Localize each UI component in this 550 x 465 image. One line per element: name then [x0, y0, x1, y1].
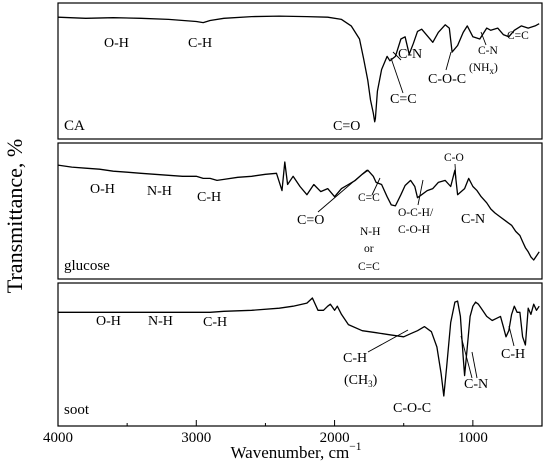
soot-label-oh: O-H	[96, 314, 121, 329]
x-axis-ticks: 4000 3000 2000 1000	[43, 420, 488, 446]
glucose-label-cn: C-N	[461, 212, 485, 227]
glucose-label-oh: O-H	[90, 182, 115, 197]
ca-label-ch: C-H	[188, 36, 212, 51]
spectrum-ca-line	[57, 15, 540, 123]
ca-pointer-cn-2	[480, 31, 487, 46]
panel-name-ca: CA	[64, 118, 85, 134]
x-axis-title: Wavenumber, cm−1	[230, 441, 361, 462]
ca-label-cc-2: C=C	[507, 30, 529, 42]
soot-label-cn: C-N	[464, 377, 488, 392]
soot-label-ch-3: C-H	[501, 347, 525, 362]
y-axis-title: Transmittance, %	[2, 139, 27, 293]
spectrum-soot-line	[58, 297, 540, 397]
x-tick-label-4000: 4000	[43, 430, 73, 446]
ca-label-cn: C-N	[398, 47, 422, 62]
glucose-label-och: O-C-H/	[398, 207, 434, 219]
glucose-label-nh: N-H	[147, 184, 172, 199]
glucose-label-co: C=O	[297, 213, 324, 228]
ca-pointer-cc	[390, 57, 404, 94]
ca-label-coc: C-O-C	[428, 72, 466, 87]
soot-pointer-cn-a	[460, 335, 473, 379]
glucose-label-cc-2: C=C	[358, 261, 380, 273]
ca-label-cc: C=C	[390, 92, 417, 107]
glucose-label-or: or	[364, 243, 374, 255]
panel-glucose-frame	[57, 142, 543, 280]
panel-name-glucose: glucose	[64, 258, 110, 274]
x-tick-label-2000: 2000	[320, 430, 350, 446]
soot-label-ch-2: C-H	[343, 351, 367, 366]
glucose-pointer-och	[417, 179, 424, 206]
glucose-pointer-co	[317, 169, 368, 213]
glucose-label-ch: C-H	[197, 190, 221, 205]
ca-label-oh: O-H	[104, 36, 129, 51]
x-tick-label-3000: 3000	[181, 430, 211, 446]
panel-name-soot: soot	[64, 402, 90, 418]
ca-pointer-cn	[392, 51, 402, 61]
soot-pointer-ch	[367, 329, 409, 353]
x-tick-label-1000: 1000	[458, 430, 488, 446]
panel-soot-frame	[57, 282, 543, 427]
glucose-label-cc: C=C	[358, 192, 380, 204]
glucose-label-coh: C-O-H	[398, 224, 430, 236]
ca-pointer-coc	[445, 51, 452, 71]
soot-label-coc: C-O-C	[393, 401, 431, 416]
panel-ca-frame	[57, 2, 543, 140]
ca-label-nhx: (NHx)	[469, 62, 498, 76]
glucose-pointer-c-o	[454, 163, 457, 181]
soot-label-ch: C-H	[203, 315, 227, 330]
soot-pointer-ch-3	[508, 325, 515, 347]
glucose-label-nh-2: N-H	[360, 226, 380, 238]
ca-label-cn-2: C-N	[478, 45, 499, 57]
glucose-label-c-o: C-O	[444, 152, 464, 164]
soot-label-ch3: (CH3)	[344, 373, 378, 389]
glucose-pointer-cc	[371, 177, 381, 196]
soot-label-nh: N-H	[148, 314, 173, 329]
soot-pointer-cn-b	[471, 351, 478, 379]
ca-label-co: C=O	[333, 119, 360, 134]
spectrum-glucose-line	[57, 161, 540, 261]
